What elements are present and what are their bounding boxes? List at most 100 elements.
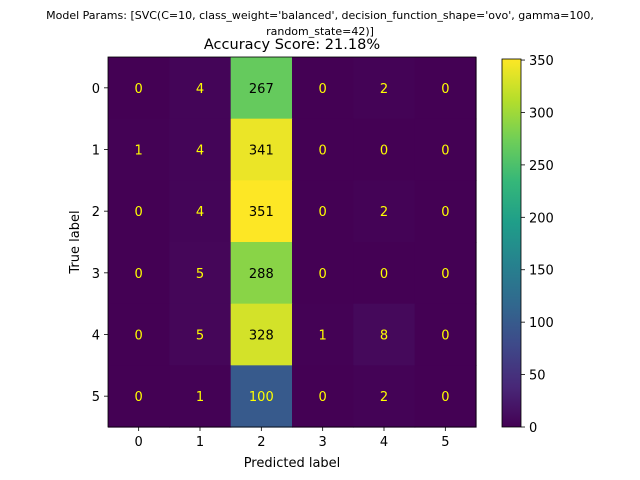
cell-value-label: 0 [441, 390, 449, 405]
heatmap-cell [292, 57, 354, 120]
cell-value-label: 0 [441, 267, 449, 282]
cell-value-label: 0 [319, 205, 327, 220]
x-tick-label: 1 [196, 435, 204, 450]
heatmap-cell [353, 242, 416, 305]
heatmap-cell [169, 365, 232, 428]
x-tick-label: 3 [319, 435, 327, 450]
cell-value-label: 1 [135, 144, 143, 159]
cell-value-label: 1 [319, 329, 327, 344]
colorbar-tick-label: 50 [529, 369, 546, 384]
heatmap-cell [169, 57, 232, 120]
heatmap-cell [292, 365, 354, 428]
cell-value-label: 0 [135, 205, 143, 220]
heatmap-cell [414, 365, 477, 428]
cell-value-label: 267 [249, 82, 274, 97]
x-tick-label: 5 [441, 435, 449, 450]
y-axis-label: True label [68, 210, 83, 274]
cell-value-label: 328 [249, 329, 274, 344]
heatmap-cell [353, 118, 416, 181]
heatmap-cell [414, 242, 477, 305]
x-axis-label: Predicted label [244, 456, 341, 471]
cell-value-label: 0 [319, 390, 327, 405]
cell-value-label: 4 [196, 144, 204, 159]
heatmap-cell [230, 365, 293, 428]
cell-value-label: 8 [380, 329, 388, 344]
plot-frame [107, 56, 477, 428]
x-tick-label: 4 [380, 435, 388, 450]
x-axis: 0 1 2 3 4 5 [135, 427, 449, 450]
cell-value-label: 0 [319, 267, 327, 282]
cell-value-label: 0 [135, 390, 143, 405]
cell-value-label: 0 [319, 144, 327, 159]
colorbar-ticks: 0 50 100 150 200 250 300 350 [521, 54, 554, 436]
cell-value-labels: 0 4 267 0 2 0 1 4 341 0 0 0 0 4 351 0 2 0 0 5 288 0 0 0 0 5 328 1 8 0… [135, 82, 450, 405]
cell-value-label: 2 [380, 82, 388, 97]
colorbar-tick-label: 100 [529, 316, 554, 331]
heatmap-cell [169, 180, 232, 243]
cell-value-label: 0 [380, 144, 388, 159]
cell-value-label: 0 [441, 144, 449, 159]
cell-value-label: 100 [249, 390, 274, 405]
y-tick-label: 3 [92, 267, 100, 282]
chart-title: Accuracy Score: 21.18% [204, 37, 380, 53]
heatmap-cell [353, 303, 416, 366]
colorbar-tick-label: 0 [529, 421, 537, 436]
heatmap-cell [108, 303, 170, 366]
heatmap-cell [292, 303, 354, 366]
heatmap-cells [108, 57, 477, 428]
heatmap-cell [414, 57, 477, 120]
heatmap-cell [353, 57, 416, 120]
colorbar-tick-label: 150 [529, 264, 554, 279]
heatmap-cell [108, 57, 170, 120]
cell-value-label: 0 [441, 205, 449, 220]
y-tick-label: 2 [92, 205, 100, 220]
cell-value-label: 341 [249, 144, 274, 159]
heatmap-cell [108, 180, 170, 243]
x-tick-label: 2 [257, 435, 265, 450]
colorbar [501, 58, 522, 428]
heatmap-cell [230, 118, 293, 181]
heatmap-cell [414, 118, 477, 181]
cell-value-label: 0 [135, 267, 143, 282]
cell-value-label: 0 [135, 329, 143, 344]
cell-value-label: 288 [249, 267, 274, 282]
heatmap-cell [292, 242, 354, 305]
colorbar-tick-label: 250 [529, 159, 554, 174]
cell-value-label: 1 [196, 390, 204, 405]
cell-value-label: 5 [196, 329, 204, 344]
heatmap-cell [108, 365, 170, 428]
y-tick-label: 4 [92, 329, 100, 344]
cell-value-label: 0 [135, 82, 143, 97]
y-tick-label: 1 [92, 144, 100, 159]
cell-value-label: 2 [380, 205, 388, 220]
heatmap-cell [414, 303, 477, 366]
model-params-suptitle-line2: random_state=42)] [266, 25, 374, 38]
x-tick-label: 0 [135, 435, 143, 450]
cell-value-label: 5 [196, 267, 204, 282]
heatmap-cell [292, 118, 354, 181]
cell-value-label: 2 [380, 390, 388, 405]
cell-value-label: 0 [380, 267, 388, 282]
model-params-suptitle-line1: Model Params: [SVC(C=10, class_weight='b… [46, 9, 594, 22]
cell-value-label: 0 [441, 82, 449, 97]
heatmap-cell [292, 180, 354, 243]
colorbar-tick-label: 300 [529, 106, 554, 121]
heatmap-cell [230, 303, 293, 366]
heatmap-cell [414, 180, 477, 243]
heatmap-cell [230, 57, 293, 120]
heatmap-cell [353, 365, 416, 428]
colorbar-tick-label: 350 [529, 54, 554, 69]
colorbar-tick-label: 200 [529, 211, 554, 226]
cell-value-label: 4 [196, 205, 204, 220]
heatmap-cell [230, 180, 293, 243]
cell-value-label: 0 [319, 82, 327, 97]
heatmap-cell [108, 242, 170, 305]
cell-value-label: 351 [249, 205, 274, 220]
cell-value-label: 4 [196, 82, 204, 97]
heatmap-cell [169, 118, 232, 181]
heatmap-cell [169, 242, 232, 305]
heatmap-cell [353, 180, 416, 243]
heatmap-cell [108, 118, 170, 181]
heatmap-cell [169, 303, 232, 366]
